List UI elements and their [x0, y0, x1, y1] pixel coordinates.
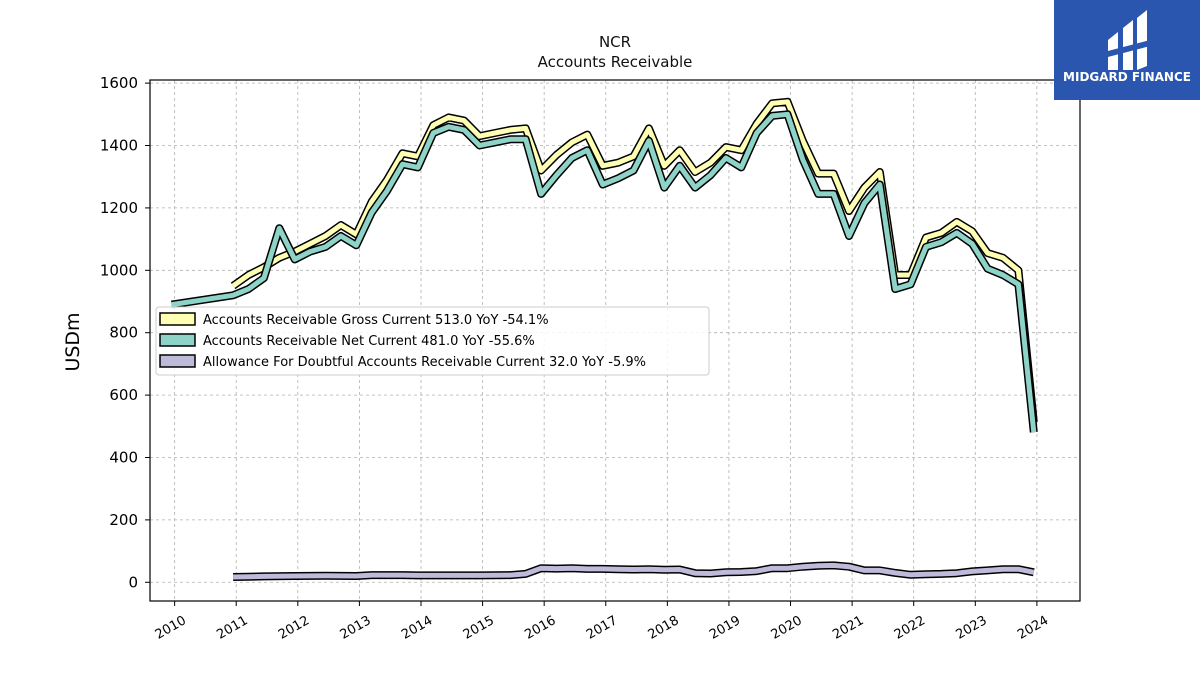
brand-name: MIDGARD FINANCE — [1063, 70, 1191, 84]
legend-label-2: Allowance For Doubtful Accounts Receivab… — [203, 355, 646, 370]
y-axis-label: USDm — [62, 312, 84, 371]
chart-subtitle: Accounts Receivable — [538, 53, 693, 71]
y-tick-label: 0 — [128, 573, 138, 591]
chart-title: NCR — [599, 33, 631, 51]
y-tick-label: 200 — [109, 511, 138, 529]
series-line-0 — [231, 99, 1037, 423]
brand-mark-icon — [1104, 10, 1150, 70]
y-tick-label: 400 — [109, 448, 138, 466]
y-tick-label: 1000 — [100, 261, 138, 279]
legend-swatch-2 — [159, 354, 196, 368]
series-line-2 — [233, 562, 1035, 580]
legend-swatch-1 — [159, 333, 196, 347]
legend: Accounts Receivable Gross Current 513.0 … — [155, 306, 710, 376]
y-tick-label: 600 — [109, 386, 138, 404]
series-lines — [171, 97, 1038, 581]
legend-label-0: Accounts Receivable Gross Current 513.0 … — [203, 313, 549, 328]
brand-logo: MIDGARD FINANCE — [1054, 0, 1200, 100]
series-line-1 — [171, 111, 1037, 433]
legend-box — [155, 306, 710, 376]
legend-swatch-0 — [159, 312, 196, 326]
y-tick-label: 1200 — [100, 199, 138, 217]
y-tick-label: 800 — [109, 324, 138, 342]
legend-label-1: Accounts Receivable Net Current 481.0 Yo… — [203, 334, 535, 349]
y-tick-label: 1400 — [100, 137, 138, 155]
y-tick-label: 1600 — [100, 74, 138, 92]
plot-frame — [149, 79, 1081, 602]
